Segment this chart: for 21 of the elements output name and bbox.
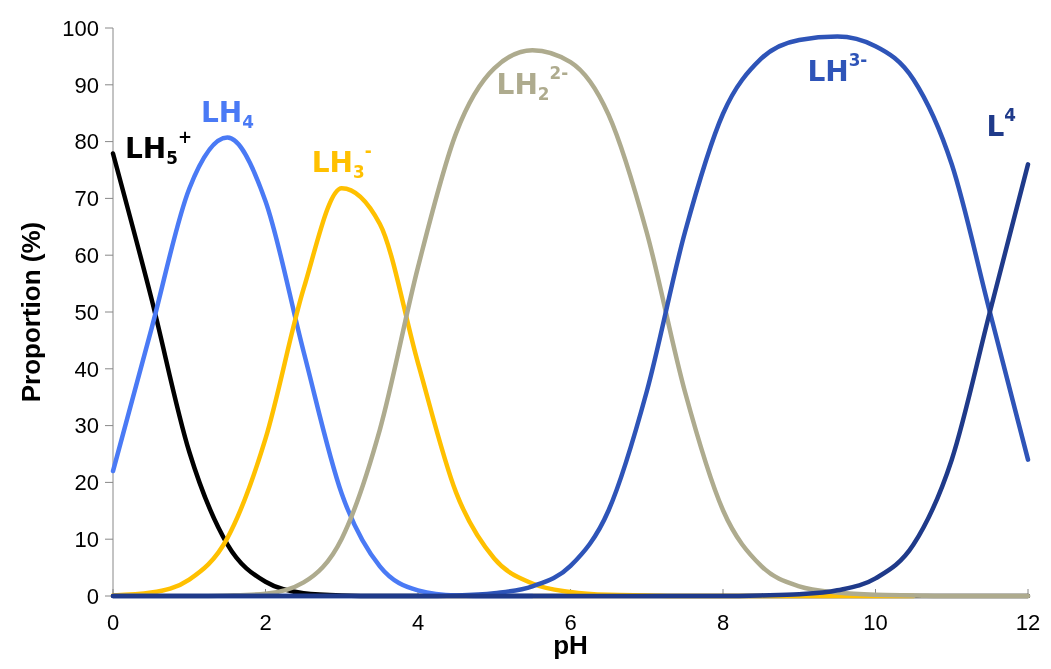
y-tick-label: 60 [74,242,99,268]
y-axis-title: Proportion (%) [16,221,46,403]
y-tick-label: 30 [74,413,99,439]
y-tick-label: 40 [74,356,99,382]
x-tick-label: 10 [863,610,888,635]
series-label: LH$^{3-}$ [807,49,868,88]
y-tick-label: 20 [74,470,99,496]
y-tick-label: 0 [86,583,99,609]
y-tick-label: 80 [74,129,99,155]
x-tick-label: 12 [1015,610,1041,635]
y-tick-label: 90 [74,72,99,98]
y-tick-label: 100 [62,15,99,41]
y-tick-label: 70 [74,186,99,212]
x-tick-label: 8 [716,610,730,635]
series-label: LH$_{4}$ [200,95,254,132]
y-tick-label: 10 [74,526,99,552]
x-tick-label: 0 [106,610,120,635]
x-tick-label: 4 [411,610,425,635]
series-label: L$^{4}$ [986,105,1016,144]
x-tick-label: 2 [259,610,272,635]
y-tick-label: 50 [74,299,99,325]
